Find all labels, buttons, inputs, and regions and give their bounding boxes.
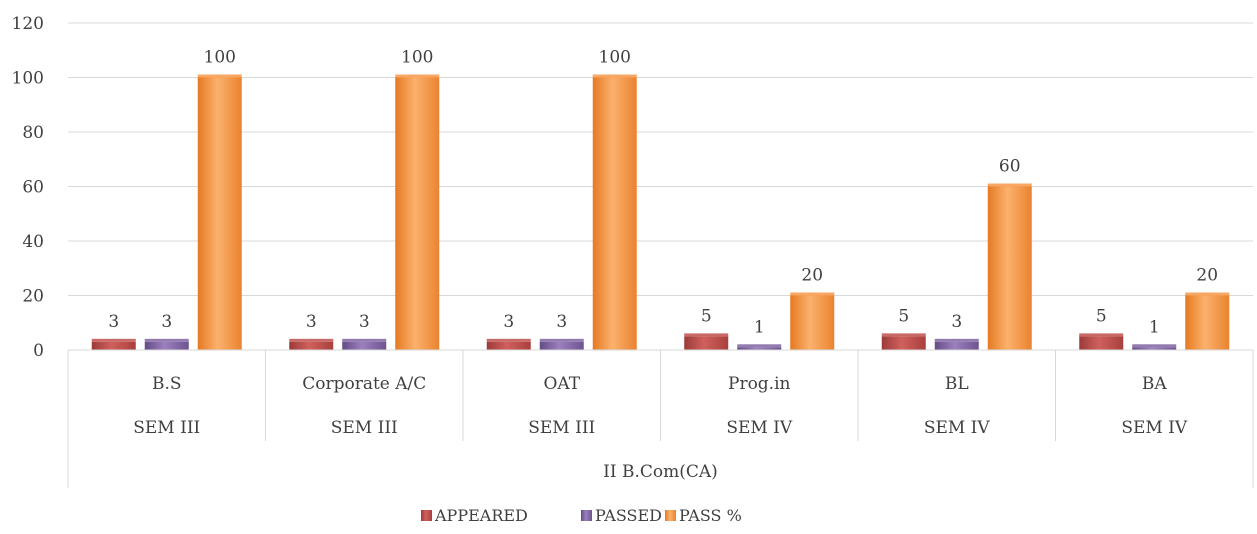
data-label: 3 bbox=[556, 312, 567, 332]
semester-label: SEM III bbox=[133, 418, 200, 438]
bar-top-bevel bbox=[539, 338, 584, 342]
legend-label: APPEARED bbox=[434, 506, 528, 525]
y-tick-label: 100 bbox=[12, 69, 44, 89]
bar-appeared bbox=[91, 341, 136, 350]
bar-appeared bbox=[486, 341, 531, 350]
bar-top-bevel bbox=[1079, 333, 1124, 337]
bar-passed bbox=[934, 341, 979, 350]
legend-label: PASS % bbox=[679, 506, 742, 525]
group-label: II B.Com(CA) bbox=[603, 462, 718, 482]
category-label: Prog.in bbox=[728, 374, 791, 394]
y-tick-label: 60 bbox=[22, 178, 44, 198]
category-label: Corporate A/C bbox=[302, 374, 426, 394]
y-tick-label: 0 bbox=[33, 341, 44, 361]
data-label: 5 bbox=[701, 306, 712, 326]
bar-passed bbox=[342, 341, 387, 350]
legend-label: PASSED bbox=[595, 506, 662, 525]
data-label: 3 bbox=[503, 312, 514, 332]
data-label: 20 bbox=[1196, 266, 1218, 286]
data-label: 3 bbox=[359, 312, 370, 332]
bar-passed bbox=[539, 341, 584, 350]
bar-top-bevel bbox=[395, 74, 440, 78]
bar-top-bevel bbox=[289, 338, 334, 342]
bar-top-bevel bbox=[91, 338, 136, 342]
data-label: 1 bbox=[754, 317, 765, 337]
semester-label: SEM III bbox=[528, 418, 595, 438]
data-labels: 3 3 3 5 5 5 3 3 3 1 3 1 100 100 100 20 60 20 bbox=[108, 48, 1218, 338]
semester-label: SEM IV bbox=[726, 418, 793, 438]
bar-pass bbox=[592, 77, 637, 350]
y-tick-label: 120 bbox=[12, 14, 44, 34]
bar-appeared bbox=[881, 336, 926, 350]
bar-top-bevel bbox=[737, 344, 782, 348]
category-label: BA bbox=[1142, 374, 1167, 394]
bar-top-bevel bbox=[934, 338, 979, 342]
category-label: B.S bbox=[152, 374, 182, 394]
legend-swatch bbox=[581, 510, 592, 521]
bar-appeared bbox=[289, 341, 334, 350]
category-label: BL bbox=[945, 374, 969, 394]
data-label: 3 bbox=[108, 312, 119, 332]
y-tick-label: 20 bbox=[22, 287, 44, 307]
data-label: 100 bbox=[599, 48, 631, 68]
data-label: 5 bbox=[1096, 306, 1107, 326]
bar-passed bbox=[737, 347, 782, 350]
legend-swatch bbox=[421, 510, 432, 521]
bar-top-bevel bbox=[1132, 344, 1177, 348]
bar-top-bevel bbox=[684, 333, 729, 337]
data-label: 60 bbox=[999, 157, 1021, 177]
data-label: 3 bbox=[161, 312, 172, 332]
bar-top-bevel bbox=[881, 333, 926, 337]
bar-pass bbox=[1185, 295, 1230, 350]
bar-top-bevel bbox=[342, 338, 387, 342]
category-axis: B.S SEM III Corporate A/C SEM III OAT SEM III… bbox=[67, 349, 1254, 488]
data-label: 3 bbox=[306, 312, 317, 332]
bar-appeared bbox=[684, 336, 729, 350]
semester-label: SEM IV bbox=[924, 418, 991, 438]
bar-top-bevel bbox=[486, 338, 531, 342]
y-tick-label: 80 bbox=[22, 123, 44, 143]
data-label: 20 bbox=[801, 266, 823, 286]
bars bbox=[91, 74, 1230, 350]
gridlines bbox=[68, 22, 1253, 351]
data-label: 100 bbox=[204, 48, 236, 68]
bar-appeared bbox=[1079, 336, 1124, 350]
bar-passed bbox=[144, 341, 189, 350]
data-label: 5 bbox=[898, 306, 909, 326]
bar-top-bevel bbox=[1185, 292, 1230, 296]
legend-swatch bbox=[665, 510, 676, 521]
data-label: 1 bbox=[1149, 317, 1160, 337]
category-label: OAT bbox=[543, 374, 580, 394]
y-tick-label: 40 bbox=[22, 232, 44, 252]
data-label: 100 bbox=[401, 48, 433, 68]
bar-pass bbox=[395, 77, 440, 350]
bar-pass bbox=[197, 77, 242, 350]
bar-top-bevel bbox=[144, 338, 189, 342]
bar-pass bbox=[987, 186, 1032, 350]
bar-pass bbox=[790, 295, 835, 350]
semester-label: SEM III bbox=[331, 418, 398, 438]
y-axis-ticks: 0 20 40 60 80 100 120 bbox=[12, 14, 44, 361]
bar-top-bevel bbox=[790, 292, 835, 296]
bar-top-bevel bbox=[987, 183, 1032, 187]
bar-passed bbox=[1132, 347, 1177, 350]
data-label: 3 bbox=[951, 312, 962, 332]
legend: APPEARED PASSED PASS % bbox=[421, 506, 742, 525]
bar-top-bevel bbox=[197, 74, 242, 78]
bar-top-bevel bbox=[592, 74, 637, 78]
semester-label: SEM IV bbox=[1121, 418, 1188, 438]
